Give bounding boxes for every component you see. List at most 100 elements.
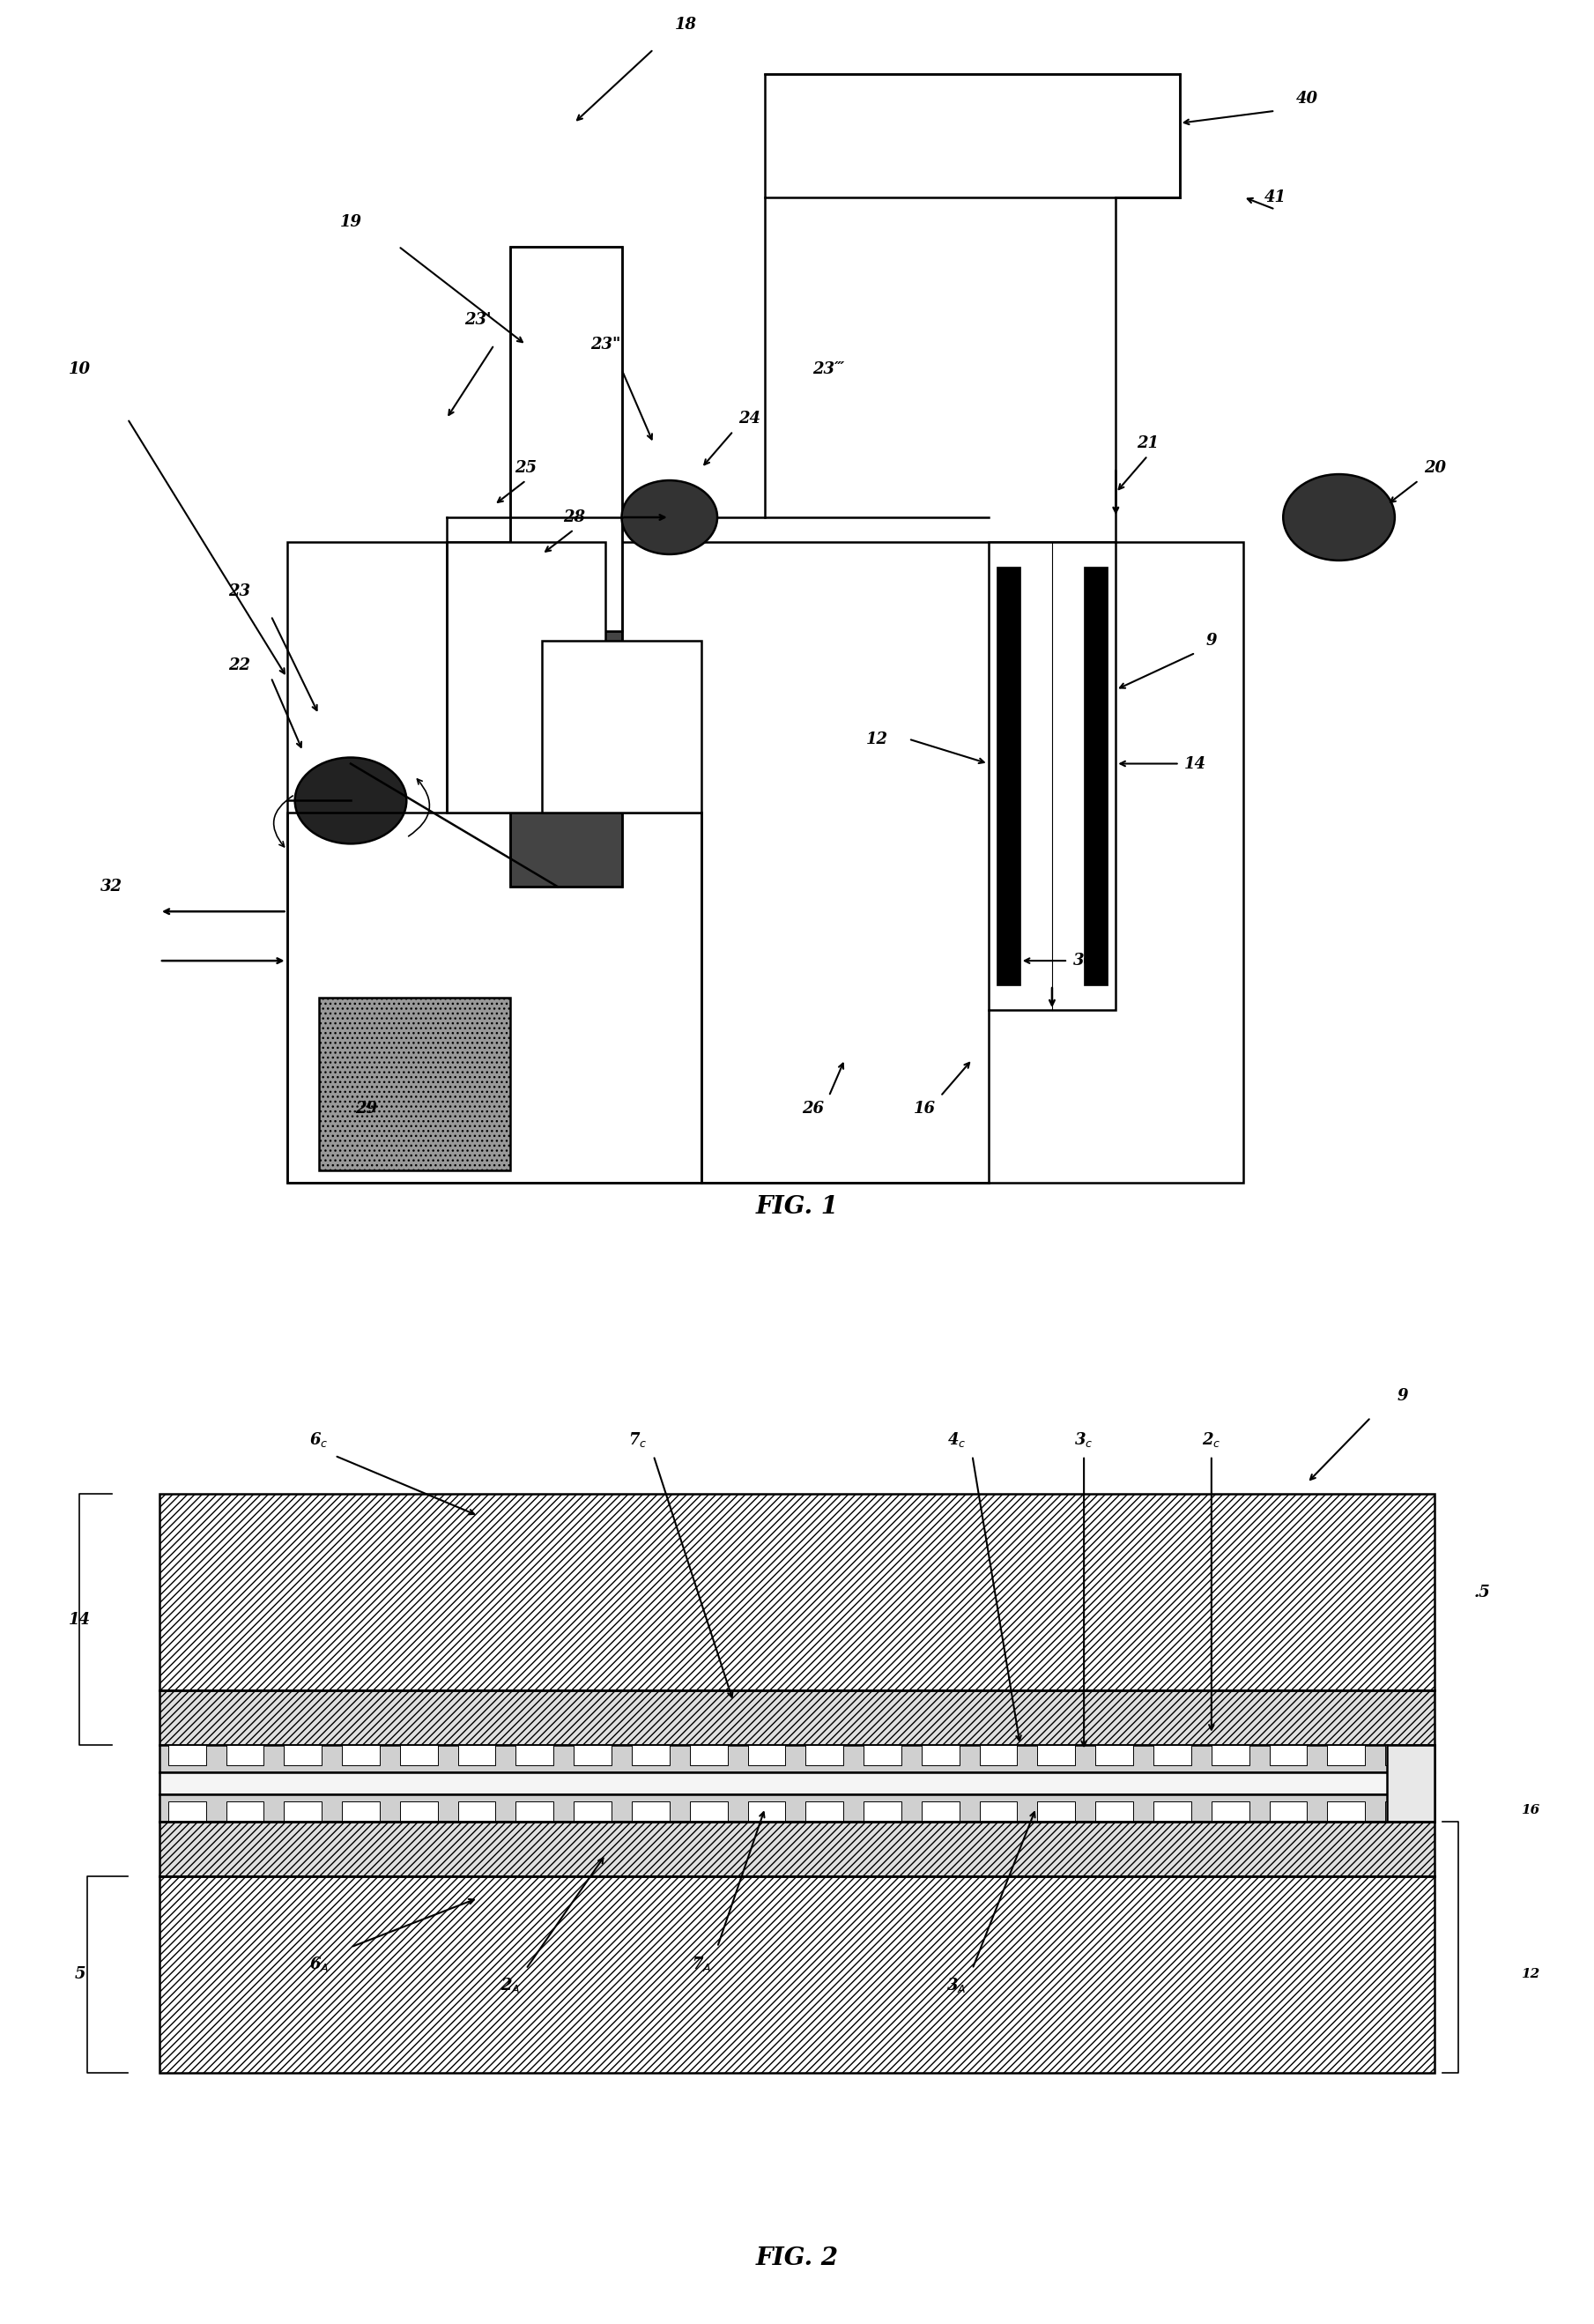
- Bar: [542, 641, 701, 813]
- Bar: [1385, 1801, 1423, 1822]
- Text: .5: .5: [1474, 1585, 1490, 1601]
- Bar: [1038, 1801, 1076, 1822]
- Bar: [159, 1494, 1435, 1690]
- Bar: [1154, 1745, 1191, 1766]
- Text: 6$_A$: 6$_A$: [309, 1954, 328, 1973]
- Circle shape: [622, 481, 717, 555]
- Text: 22: 22: [228, 658, 250, 674]
- Bar: [284, 1801, 322, 1822]
- Text: 25: 25: [515, 460, 537, 476]
- Text: 4$_c$: 4$_c$: [947, 1429, 966, 1448]
- Bar: [343, 1801, 379, 1822]
- Bar: [446, 541, 606, 813]
- Text: 23': 23': [465, 311, 491, 328]
- Bar: [319, 997, 510, 1171]
- Bar: [921, 1745, 960, 1766]
- Bar: [1387, 1745, 1435, 1822]
- Text: 10: 10: [69, 363, 91, 376]
- Bar: [343, 1745, 379, 1766]
- Text: 24: 24: [738, 411, 760, 428]
- Text: 6$_c$: 6$_c$: [309, 1429, 328, 1448]
- Bar: [226, 1801, 263, 1822]
- Text: 19: 19: [340, 214, 362, 230]
- Text: FIG. 1: FIG. 1: [756, 1195, 838, 1220]
- Text: 28: 28: [563, 509, 585, 525]
- Text: 3$_c$: 3$_c$: [1074, 1429, 1093, 1448]
- Bar: [690, 1745, 727, 1766]
- Bar: [805, 1745, 843, 1766]
- Bar: [457, 1745, 496, 1766]
- Bar: [631, 1745, 669, 1766]
- Bar: [1385, 1745, 1423, 1766]
- Bar: [1328, 1745, 1364, 1766]
- Bar: [748, 1801, 786, 1822]
- Bar: [516, 1745, 553, 1766]
- Bar: [1269, 1745, 1307, 1766]
- Bar: [996, 567, 1020, 985]
- Circle shape: [1283, 474, 1395, 560]
- Text: 32: 32: [100, 878, 123, 895]
- Bar: [1328, 1801, 1364, 1822]
- Text: 23": 23": [590, 337, 622, 353]
- Text: 20: 20: [1423, 460, 1446, 476]
- Bar: [805, 1801, 843, 1822]
- Text: 23: 23: [228, 583, 250, 600]
- Text: 14: 14: [69, 1611, 91, 1627]
- Bar: [1154, 1801, 1191, 1822]
- Bar: [1269, 1801, 1307, 1822]
- Text: 26: 26: [802, 1102, 824, 1116]
- Bar: [1084, 567, 1108, 985]
- Text: 40: 40: [1296, 91, 1318, 107]
- Bar: [765, 74, 1180, 198]
- Text: 9: 9: [1207, 632, 1216, 648]
- Bar: [574, 1801, 612, 1822]
- Bar: [159, 1875, 1435, 2073]
- Bar: [921, 1801, 960, 1822]
- Bar: [400, 1801, 438, 1822]
- Text: 23‴: 23‴: [813, 363, 845, 376]
- Bar: [167, 1801, 206, 1822]
- Bar: [1038, 1745, 1076, 1766]
- Text: 2$_c$: 2$_c$: [1202, 1429, 1221, 1448]
- Bar: [690, 1801, 727, 1822]
- Text: 3$_A$: 3$_A$: [947, 1975, 966, 1994]
- Text: 5: 5: [75, 1966, 84, 1982]
- Bar: [287, 813, 701, 1183]
- Bar: [159, 1822, 1435, 1875]
- Bar: [748, 1745, 786, 1766]
- Bar: [988, 541, 1116, 1011]
- Bar: [980, 1801, 1017, 1822]
- Bar: [574, 1745, 612, 1766]
- Bar: [159, 1794, 1435, 1822]
- Text: 41: 41: [1264, 188, 1286, 205]
- Bar: [510, 630, 622, 888]
- Bar: [159, 1690, 1435, 1745]
- Bar: [287, 541, 1243, 1183]
- Bar: [159, 1773, 1435, 1794]
- Bar: [980, 1745, 1017, 1766]
- Bar: [510, 246, 622, 630]
- Bar: [864, 1745, 901, 1766]
- Bar: [516, 1801, 553, 1822]
- Text: 14: 14: [1184, 755, 1207, 772]
- Bar: [226, 1745, 263, 1766]
- Text: 12: 12: [866, 732, 888, 746]
- Bar: [167, 1745, 206, 1766]
- Bar: [400, 1745, 438, 1766]
- Bar: [864, 1801, 901, 1822]
- Text: 7$_A$: 7$_A$: [692, 1954, 711, 1973]
- Circle shape: [295, 758, 406, 844]
- Text: 21: 21: [1137, 435, 1159, 451]
- Bar: [510, 246, 622, 888]
- Text: 16: 16: [1521, 1803, 1540, 1817]
- Text: 12: 12: [1521, 1968, 1540, 1980]
- Text: 9: 9: [1398, 1387, 1408, 1404]
- Text: 29: 29: [355, 1102, 378, 1116]
- Text: 30: 30: [1073, 953, 1095, 969]
- Bar: [631, 1801, 669, 1822]
- Text: 7$_c$: 7$_c$: [628, 1429, 647, 1448]
- Bar: [284, 1745, 322, 1766]
- Bar: [1211, 1745, 1250, 1766]
- Bar: [1211, 1801, 1250, 1822]
- Bar: [1095, 1745, 1133, 1766]
